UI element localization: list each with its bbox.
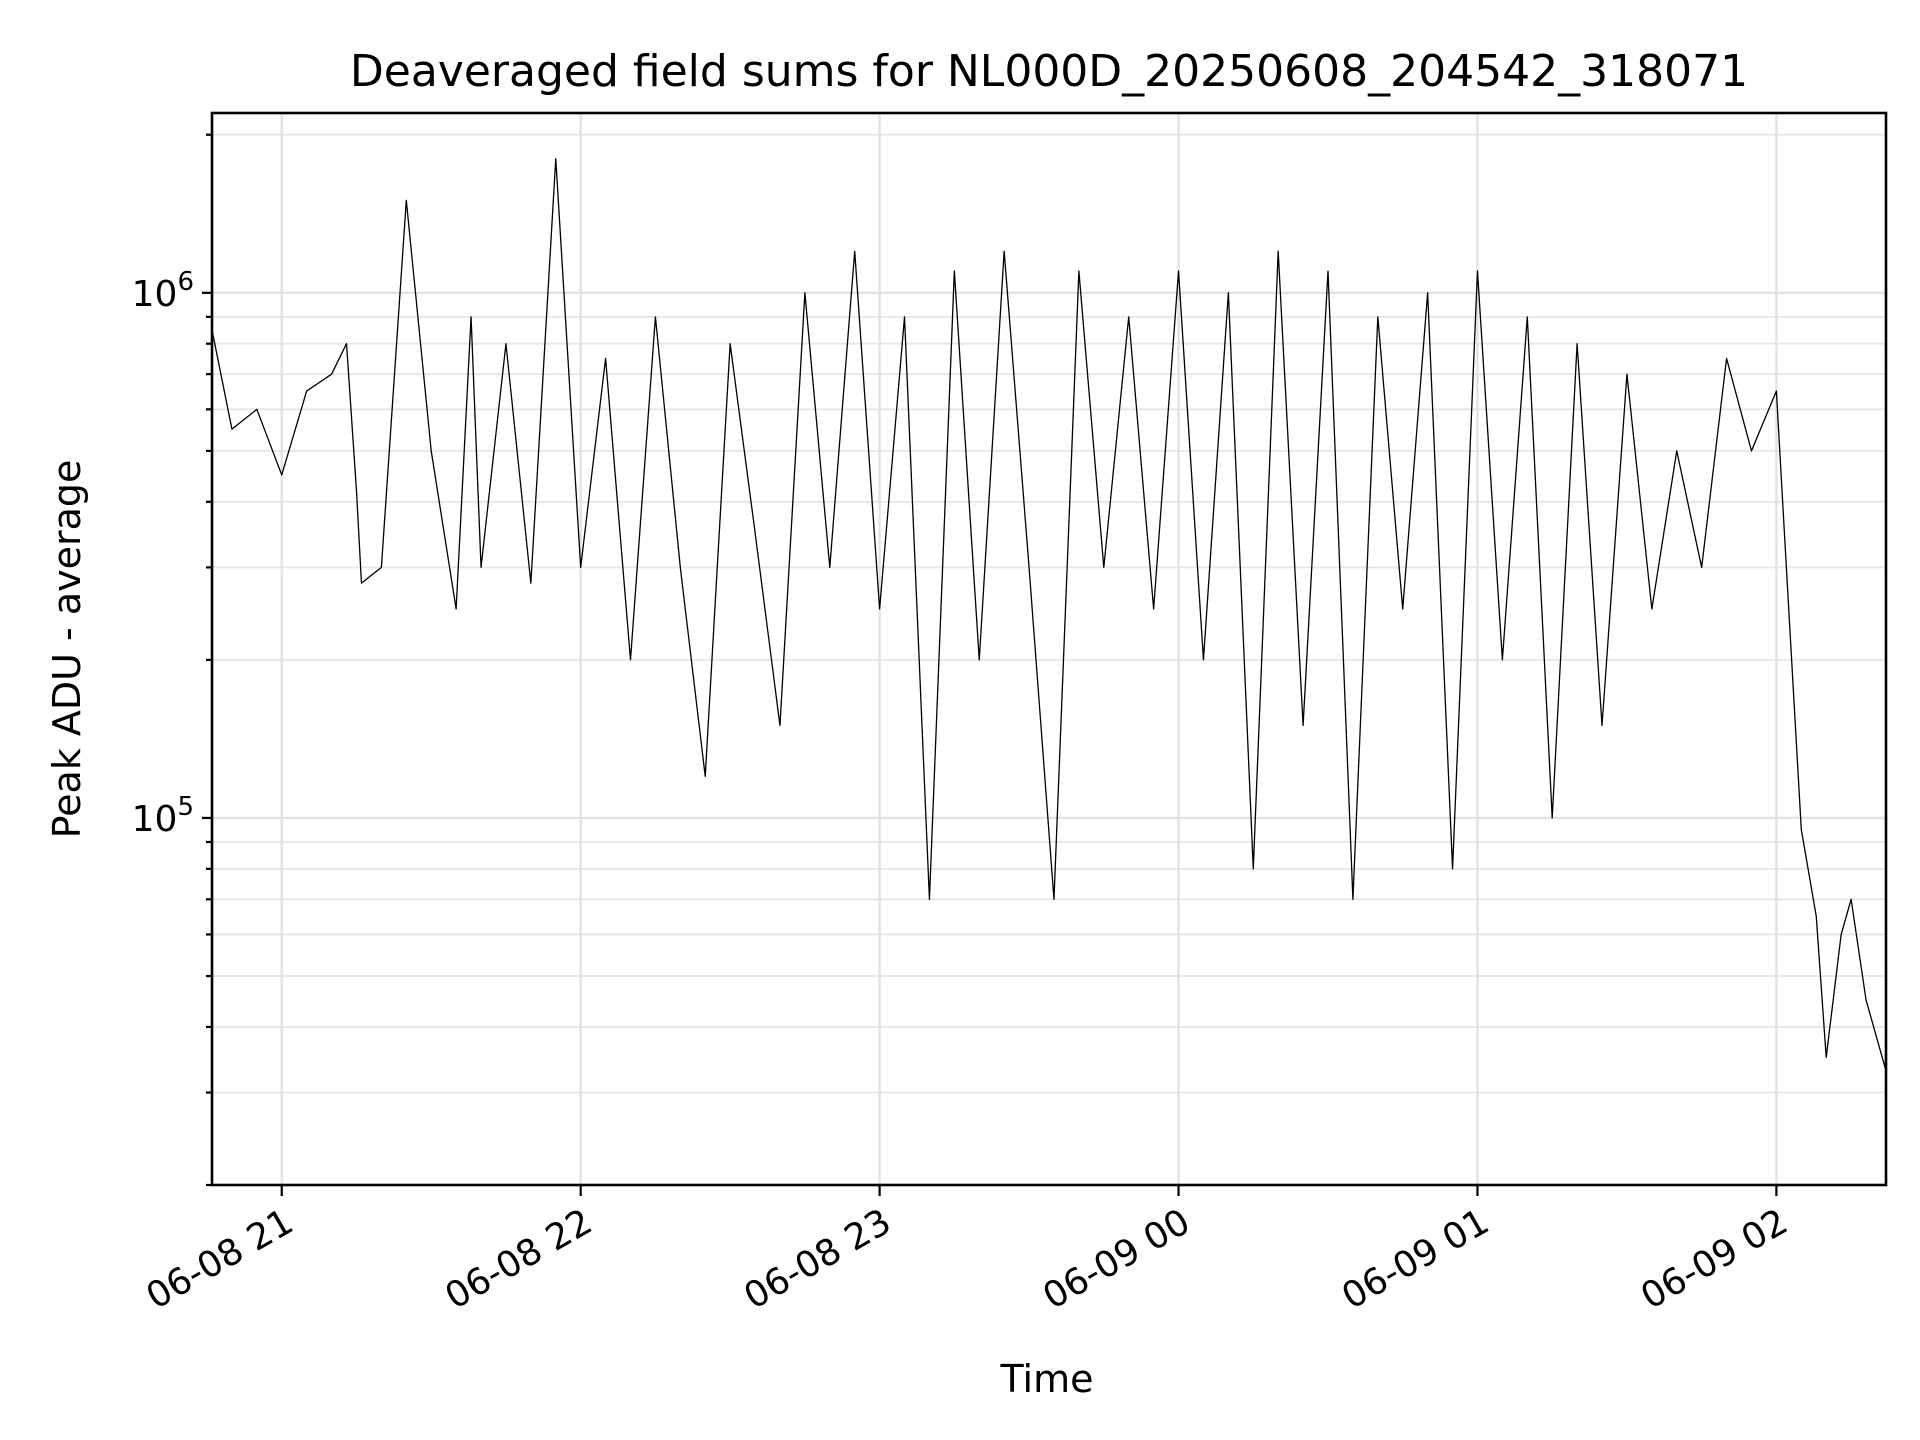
series-line	[211, 158, 1887, 1071]
x-axis-label: Time	[1000, 1357, 1094, 1401]
y-tick-exponent: 5	[177, 792, 194, 822]
plot-frame	[210, 111, 1888, 1187]
grid	[212, 113, 1886, 1186]
chart-title: Deaveraged field sums for NL000D_2025060…	[350, 46, 1748, 97]
y-tick-base: 10	[132, 799, 178, 840]
y-tick-label: 105	[132, 792, 194, 840]
y-tick-base: 10	[132, 274, 178, 315]
y-axis-label: Peak ADU - average	[45, 460, 89, 839]
y-tick-exponent: 6	[177, 267, 194, 297]
series-layer	[211, 158, 1887, 1071]
y-tick-label: 106	[132, 267, 194, 315]
